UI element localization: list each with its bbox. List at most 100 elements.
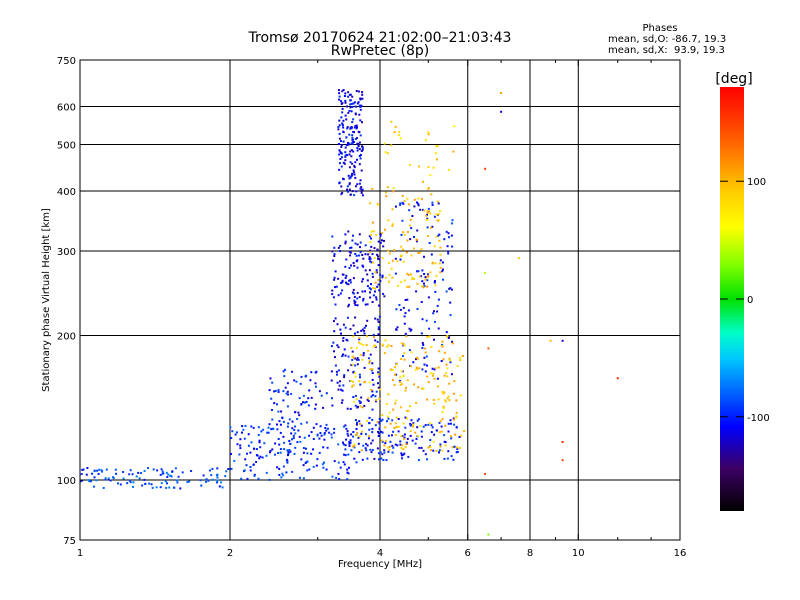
data-point [331, 404, 334, 407]
data-point [340, 281, 343, 284]
data-point [407, 309, 410, 312]
data-point [128, 473, 131, 476]
data-point [334, 303, 337, 306]
data-point [393, 249, 396, 251]
data-point [335, 285, 338, 288]
data-point [350, 264, 352, 267]
data-point [162, 472, 165, 475]
data-point [388, 448, 391, 451]
data-point [561, 459, 564, 462]
data-point [300, 422, 303, 425]
data-point [337, 461, 340, 464]
data-point [428, 335, 431, 338]
data-point [353, 299, 356, 302]
data-point [344, 114, 347, 117]
chart-title: Tromsø 20170624 21:02:00–21:03:43 [248, 30, 512, 46]
data-point [282, 420, 285, 423]
data-point [395, 425, 398, 428]
data-point [328, 431, 331, 434]
data-point [426, 210, 429, 213]
data-point [175, 479, 178, 482]
data-point [278, 443, 281, 446]
data-point [356, 147, 359, 149]
data-point [388, 261, 391, 264]
data-point [307, 397, 310, 400]
data-point [425, 214, 428, 217]
data-point [359, 97, 362, 100]
data-point [449, 359, 452, 362]
data-point [377, 382, 379, 385]
data-point [414, 368, 417, 371]
data-point [429, 226, 432, 229]
data-point [446, 245, 449, 248]
data-point [305, 447, 307, 450]
data-point [421, 285, 423, 288]
data-point [426, 398, 429, 401]
data-point [437, 385, 439, 388]
data-point [437, 298, 440, 301]
data-point [276, 428, 279, 431]
data-point [421, 368, 424, 371]
data-point [349, 328, 352, 331]
x-tick-label: 8 [527, 548, 533, 559]
data-point [401, 201, 404, 204]
x-axis-label: Frequency [MHz] [338, 559, 422, 570]
data-point [349, 407, 352, 410]
data-point [269, 451, 271, 454]
data-point [386, 415, 389, 418]
data-point [359, 353, 362, 356]
data-point [426, 364, 428, 367]
data-point [383, 449, 386, 452]
data-point [91, 472, 94, 475]
x-tick-label: 6 [465, 548, 471, 559]
data-point [442, 358, 445, 361]
data-point [397, 425, 400, 428]
data-point [161, 470, 164, 473]
data-point [434, 280, 436, 283]
data-point [431, 426, 434, 429]
data-point [378, 458, 380, 461]
data-point [160, 482, 163, 485]
data-point [310, 431, 313, 434]
data-point [211, 478, 214, 481]
data-point [128, 479, 131, 482]
data-point [339, 328, 342, 331]
data-point [362, 297, 365, 300]
data-point [353, 446, 356, 449]
data-point [352, 371, 355, 374]
data-point [453, 418, 456, 421]
data-point [413, 205, 416, 208]
data-point [358, 380, 361, 383]
data-point [144, 482, 147, 485]
data-point [443, 374, 446, 377]
data-point [385, 459, 388, 462]
data-point [350, 110, 353, 113]
data-point [310, 396, 313, 399]
data-point [358, 163, 361, 166]
data-point [388, 280, 390, 283]
data-point [430, 193, 433, 196]
data-point [427, 166, 430, 168]
data-point [405, 443, 408, 446]
data-point [374, 281, 377, 284]
data-point [338, 162, 341, 165]
data-point [337, 369, 340, 372]
data-point [438, 210, 441, 213]
data-point [244, 425, 247, 427]
data-point [421, 342, 424, 344]
data-point [151, 486, 154, 489]
data-point [132, 485, 134, 488]
data-point [455, 426, 458, 429]
data-point [358, 420, 361, 423]
data-point [279, 431, 282, 434]
data-point [218, 485, 221, 488]
data-point [375, 269, 378, 272]
data-point [282, 474, 285, 477]
data-point [448, 287, 451, 290]
data-point [350, 346, 353, 349]
data-point [216, 479, 219, 482]
data-point [455, 411, 458, 414]
data-point [369, 260, 372, 263]
data-point [370, 245, 373, 248]
data-point [375, 390, 378, 393]
